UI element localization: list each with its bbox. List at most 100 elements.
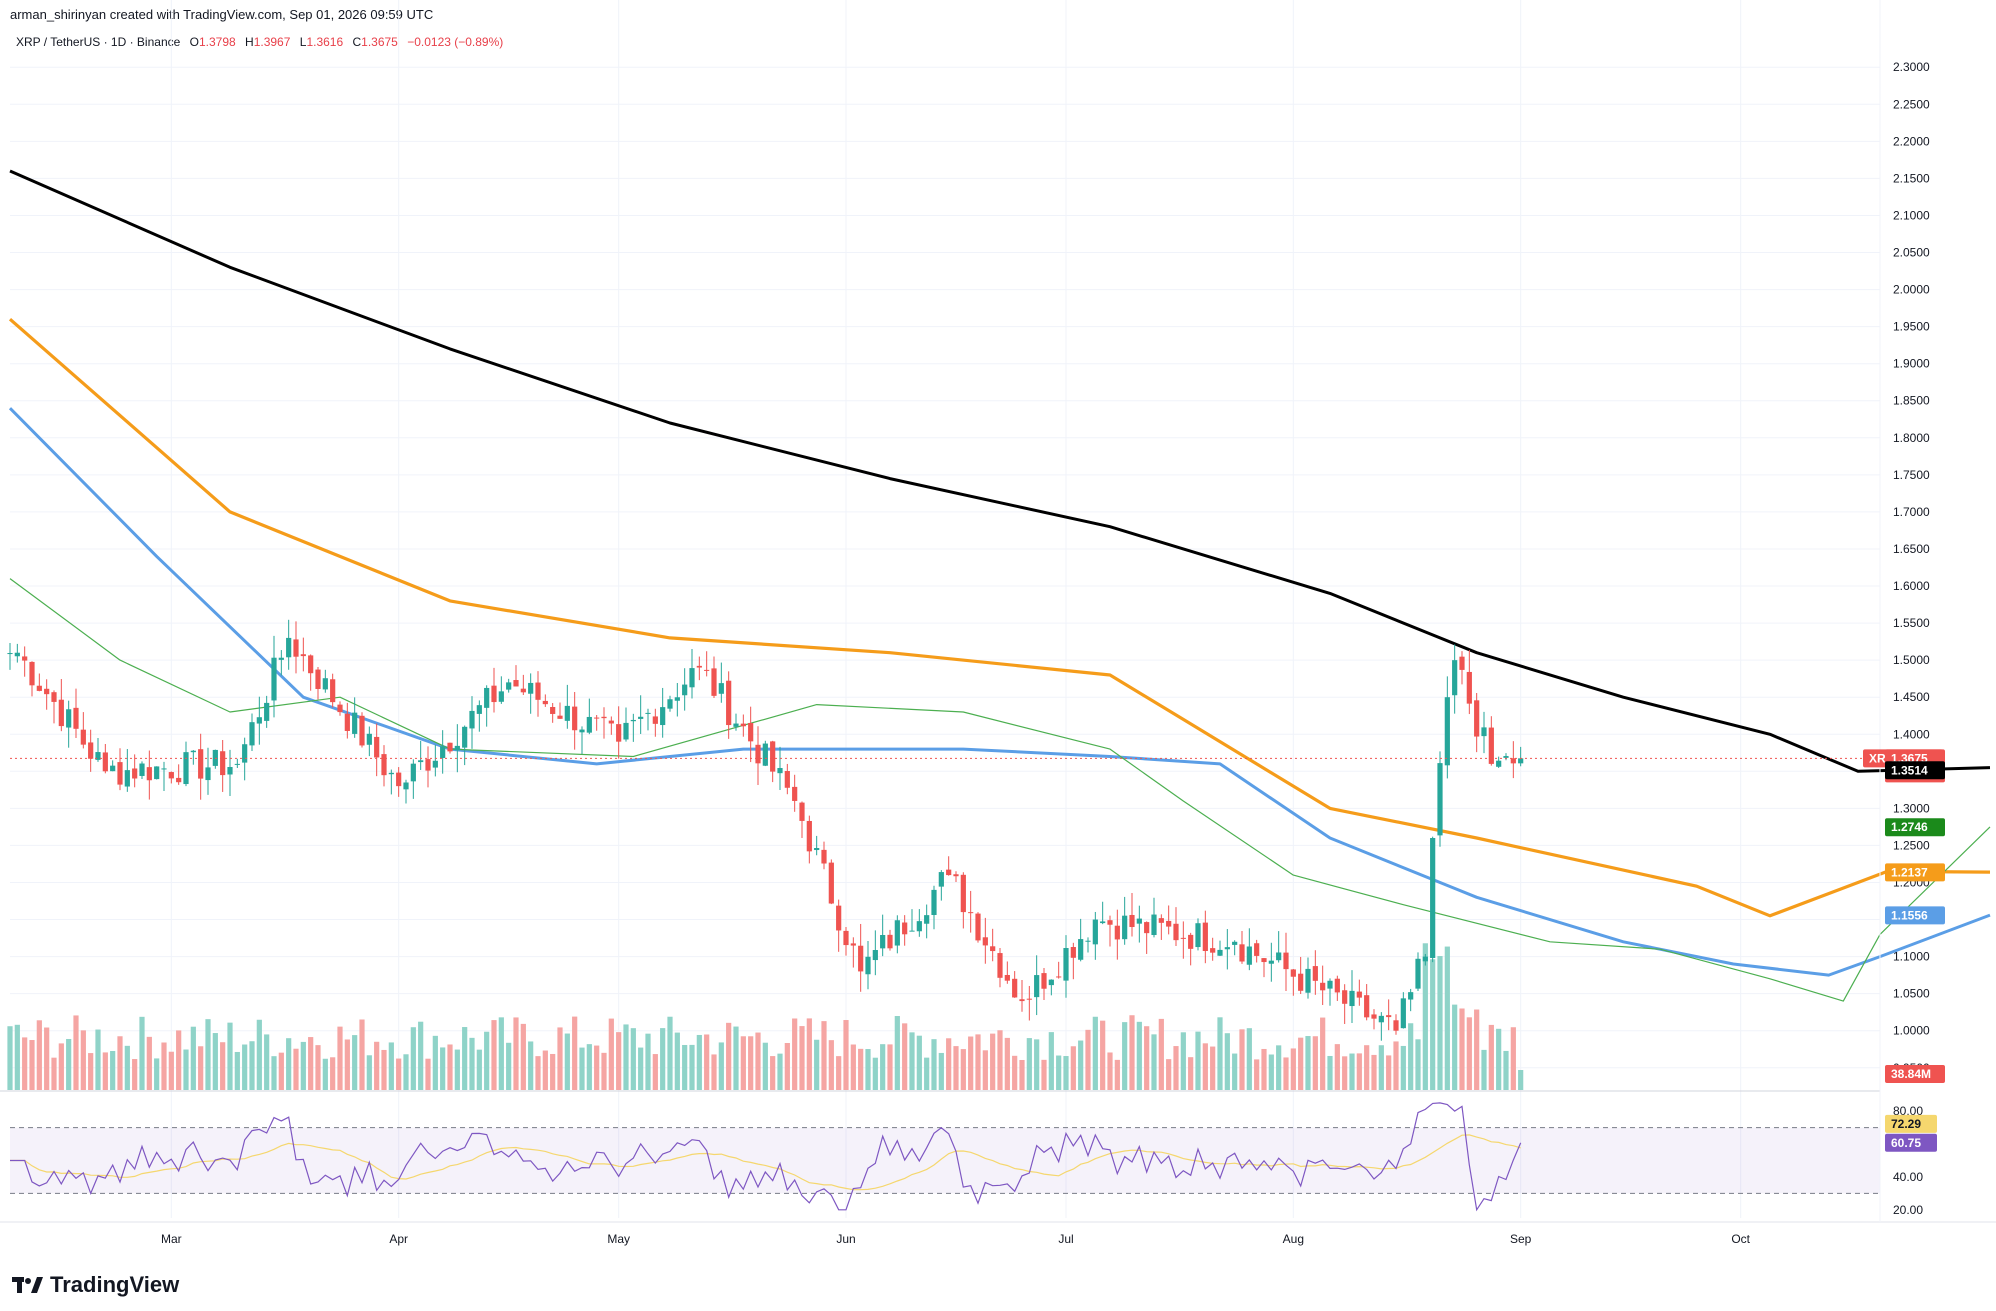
candle-body bbox=[836, 905, 842, 931]
volume-bar bbox=[22, 1037, 28, 1090]
candle-body bbox=[344, 713, 350, 731]
volume-bar bbox=[836, 1056, 842, 1090]
price-tick-label: 1.6000 bbox=[1893, 579, 1930, 593]
volume-bar bbox=[850, 1044, 856, 1090]
candle-body bbox=[234, 763, 240, 765]
volume-bar bbox=[828, 1040, 834, 1090]
candle-body bbox=[689, 668, 695, 688]
candle-body bbox=[1415, 958, 1421, 989]
volume-bar bbox=[586, 1044, 592, 1090]
price-tick-label: 1.1000 bbox=[1893, 950, 1930, 964]
volume-bar bbox=[491, 1020, 497, 1090]
candle-body bbox=[1144, 922, 1150, 934]
candle-body bbox=[623, 722, 629, 740]
candle-body bbox=[1070, 947, 1076, 958]
candle-body bbox=[1100, 921, 1106, 924]
candle-body bbox=[850, 943, 856, 946]
rsi-pane[interactable] bbox=[10, 1102, 1880, 1212]
candle-body bbox=[1430, 838, 1436, 958]
candle-body bbox=[1364, 995, 1370, 1018]
rsi-tick-label: 40.00 bbox=[1893, 1170, 1923, 1184]
volume-bar bbox=[418, 1021, 424, 1090]
candle-body bbox=[828, 862, 834, 904]
volume-bar bbox=[799, 1026, 805, 1090]
time-tick-label: Sep bbox=[1510, 1232, 1532, 1246]
volume-bar bbox=[1012, 1055, 1018, 1090]
candle-body bbox=[1129, 914, 1135, 928]
volume-bar bbox=[227, 1022, 233, 1090]
price-tick-label: 1.5500 bbox=[1893, 616, 1930, 630]
price-tick-label: 2.2000 bbox=[1893, 134, 1930, 148]
volume-bar bbox=[176, 1030, 182, 1090]
candle-body bbox=[821, 849, 827, 864]
volume-bar bbox=[425, 1058, 431, 1090]
volume-bar bbox=[249, 1041, 255, 1090]
candle-body bbox=[975, 913, 981, 941]
candle-body bbox=[44, 688, 50, 695]
volume-bar bbox=[960, 1049, 966, 1090]
candle-body bbox=[616, 724, 622, 742]
candle-body bbox=[36, 685, 42, 691]
candles[interactable] bbox=[7, 619, 1524, 1041]
candle-body bbox=[564, 705, 570, 721]
price-tags: XRPUSDT1.367514:00:421.35141.27461.21371… bbox=[1863, 749, 1945, 1152]
candle-body bbox=[462, 726, 468, 748]
candle-body bbox=[792, 786, 798, 801]
candle-body bbox=[51, 692, 57, 702]
candle-body bbox=[1488, 727, 1494, 764]
candle-body bbox=[1290, 969, 1296, 977]
volume-bar bbox=[190, 1026, 196, 1090]
price-tick-label: 2.0000 bbox=[1893, 283, 1930, 297]
candle-body bbox=[887, 934, 893, 949]
candle-body bbox=[608, 720, 614, 724]
volume-bar bbox=[95, 1029, 101, 1090]
candle-body bbox=[271, 657, 277, 701]
volume-tag-text: 38.84M bbox=[1891, 1067, 1931, 1081]
volume-bar bbox=[476, 1049, 482, 1090]
volume-bar bbox=[1092, 1016, 1098, 1090]
low-label: L bbox=[299, 35, 307, 49]
candle-body bbox=[924, 915, 930, 924]
tradingview-logo[interactable]: TradingView bbox=[12, 1272, 179, 1298]
volume-bar bbox=[938, 1052, 944, 1090]
candle-body bbox=[858, 945, 864, 972]
volume-bar bbox=[1466, 1017, 1472, 1090]
volume-bar bbox=[982, 1050, 988, 1090]
volume-bar bbox=[366, 1055, 372, 1090]
volume-bar bbox=[73, 1015, 79, 1090]
volume-bar bbox=[1349, 1053, 1355, 1090]
candle-body bbox=[286, 637, 292, 658]
ma200-line bbox=[9, 169, 1991, 773]
candle-body bbox=[843, 930, 849, 946]
volume-bar bbox=[616, 1032, 622, 1090]
candle-body bbox=[58, 699, 64, 727]
volume-bar bbox=[1268, 1054, 1274, 1090]
symbol-name[interactable]: XRP / TetherUS · 1D · Binance bbox=[16, 35, 181, 49]
candle-body bbox=[1004, 974, 1010, 981]
ma-value-tag-bg bbox=[1885, 761, 1945, 780]
volume-bar bbox=[762, 1042, 768, 1090]
candle-body bbox=[806, 820, 812, 852]
volume-bar bbox=[308, 1037, 314, 1090]
candle-body bbox=[513, 680, 519, 687]
candle-body bbox=[95, 752, 101, 760]
price-tick-label: 1.7500 bbox=[1893, 468, 1930, 482]
volume-bar bbox=[990, 1033, 996, 1090]
candle-body bbox=[557, 715, 563, 719]
candle-body bbox=[300, 654, 306, 657]
candle-body bbox=[630, 719, 636, 722]
volume-bar bbox=[1276, 1045, 1282, 1090]
candle-body bbox=[80, 729, 86, 745]
candle-body bbox=[432, 760, 438, 768]
rsi-ma-tag: 72.29 bbox=[1885, 1114, 1937, 1133]
chart-caption: arman_shirinyan created with TradingView… bbox=[10, 7, 434, 22]
volume-bar bbox=[902, 1023, 908, 1090]
candle-body bbox=[1378, 1015, 1384, 1023]
price-tick-label: 1.2500 bbox=[1893, 838, 1930, 852]
candle-body bbox=[601, 716, 607, 719]
candle-body bbox=[799, 802, 805, 821]
tradingview-logo-icon bbox=[12, 1277, 43, 1293]
volume-bar bbox=[1239, 1029, 1245, 1090]
volume-bar bbox=[806, 1018, 812, 1090]
